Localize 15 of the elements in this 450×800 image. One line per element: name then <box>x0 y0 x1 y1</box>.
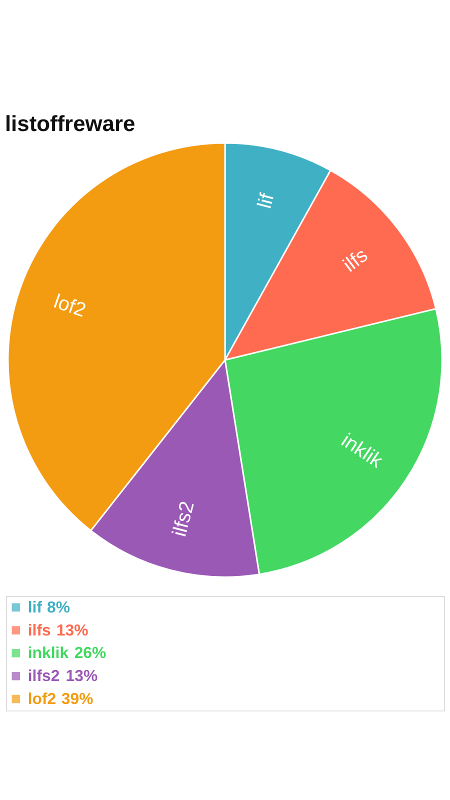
data-label: 8% <box>47 599 70 616</box>
slice-label: ilfs2 <box>168 499 199 539</box>
data-label: 26% <box>74 645 106 662</box>
data-label: 39% <box>61 690 94 708</box>
chart-title: listoffreware <box>4 111 136 136</box>
slice-label: lof2 <box>51 290 89 322</box>
slice-label: lif <box>254 190 279 211</box>
legend-label: lof2 <box>28 690 56 708</box>
legend-label: lif <box>28 599 43 616</box>
legend-label: inklik <box>28 645 69 662</box>
legend-label: ilfs <box>28 622 52 640</box>
legend-label: ilfs2 <box>28 668 60 686</box>
data-label: 13% <box>56 622 88 640</box>
slice-label: ilfs <box>339 244 372 277</box>
data-label: 13% <box>66 668 98 686</box>
